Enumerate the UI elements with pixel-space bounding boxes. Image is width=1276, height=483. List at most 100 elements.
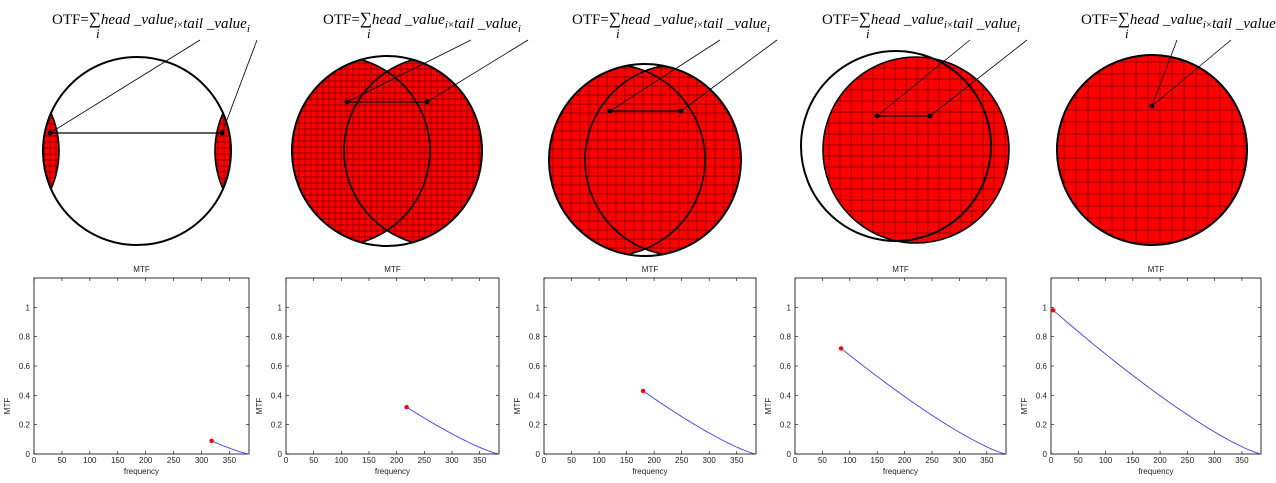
y-tick-label: 0.4	[780, 391, 792, 400]
x-axis-label: frequency	[124, 467, 159, 476]
y-axis-label: MTF	[255, 398, 264, 415]
overlap-outline	[822, 56, 1010, 244]
x-axis-label: frequency	[883, 467, 918, 476]
x-tick-label: 150	[111, 456, 125, 465]
y-tick-label: 0.8	[1036, 333, 1048, 342]
x-tick-label: 300	[1208, 456, 1222, 465]
x-tick-label: 200	[139, 456, 153, 465]
mtf-chart-3: MTF 0 50 100 150 200 250 300 350 0 0.2 0.4 0.6 0.8 1 fr…	[513, 265, 757, 476]
otf-formula: OTF=∑head _valuei×tail _valuei	[52, 9, 250, 35]
x-tick-label: 300	[953, 456, 967, 465]
x-tick-label: 150	[620, 456, 634, 465]
leader-line	[221, 39, 258, 134]
x-tick-label: 350	[730, 456, 744, 465]
x-tick-label: 150	[362, 456, 376, 465]
leader-line	[49, 39, 201, 134]
sum-index: i	[616, 26, 620, 41]
x-axis-label: frequency	[375, 467, 410, 476]
pupil-circle	[291, 55, 483, 247]
pupil-circle	[42, 56, 232, 246]
overlap-region	[548, 65, 742, 255]
y-tick-label: 0.2	[780, 421, 792, 430]
sum-index: i	[367, 26, 371, 41]
y-tick-label: 0.6	[19, 362, 31, 371]
x-tick-label: 50	[309, 456, 318, 465]
y-tick-label: 0	[278, 450, 283, 459]
mtf-marker	[209, 438, 214, 443]
y-tick-label: 1	[1043, 303, 1048, 312]
x-axis-label: frequency	[1138, 467, 1173, 476]
x-tick-label: 0	[793, 456, 798, 465]
y-tick-label: 1	[278, 303, 283, 312]
mtf-curve	[840, 348, 1007, 455]
leader-line	[346, 39, 472, 103]
y-tick-label: 0.4	[19, 391, 31, 400]
y-tick-label: 1	[26, 303, 31, 312]
x-tick-label: 200	[1153, 456, 1167, 465]
x-tick-label: 100	[335, 456, 349, 465]
sum-index: i	[1125, 26, 1129, 41]
y-tick-label: 1	[536, 303, 541, 312]
otf-formula: OTF=∑head _valuei×tail _valuei	[323, 9, 521, 35]
y-tick-label: 0.4	[1036, 391, 1048, 400]
x-tick-label: 300	[195, 456, 209, 465]
x-tick-label: 150	[1126, 456, 1140, 465]
y-tick-label: 0.6	[780, 362, 792, 371]
x-tick-label: 100	[83, 456, 97, 465]
x-tick-label: 350	[980, 456, 994, 465]
otf-formula: OTF=∑head _valuei×tail _valuei	[822, 9, 1020, 35]
x-tick-label: 100	[1099, 456, 1113, 465]
overlap-region	[823, 57, 1009, 243]
x-tick-label: 0	[1049, 456, 1054, 465]
x-tick-label: 250	[675, 456, 689, 465]
x-tick-label: 100	[592, 456, 606, 465]
y-tick-label: 0.8	[529, 333, 541, 342]
x-tick-label: 200	[390, 456, 404, 465]
y-tick-label: 0.8	[780, 333, 792, 342]
x-tick-label: 200	[647, 456, 661, 465]
x-tick-label: 350	[1235, 456, 1249, 465]
x-tick-label: 200	[898, 456, 912, 465]
x-tick-label: 0	[542, 456, 547, 465]
pupil-circle	[548, 63, 742, 257]
y-tick-label: 0.4	[529, 391, 541, 400]
y-tick-label: 0.6	[1036, 362, 1048, 371]
leader-line	[1151, 39, 1232, 107]
mtf-curve	[406, 406, 500, 455]
mtf-marker	[838, 346, 844, 351]
sum-index: i	[866, 26, 870, 41]
pupil-circle	[1056, 54, 1248, 246]
x-tick-label: 0	[32, 456, 37, 465]
x-tick-label: 0	[284, 456, 289, 465]
x-axis-label: frequency	[632, 467, 667, 476]
x-tick-label: 300	[445, 456, 459, 465]
chart-title: MTF	[384, 265, 401, 274]
x-tick-label: 50	[567, 456, 576, 465]
plot-frame	[285, 277, 500, 455]
mtf-marker	[640, 388, 646, 394]
sampling-grid	[823, 57, 1009, 243]
mtf-marker	[1050, 308, 1056, 313]
overlap-outline	[42, 111, 232, 191]
chart-title: MTF	[892, 265, 909, 274]
y-tick-label: 0.6	[529, 362, 541, 371]
x-tick-label: 350	[473, 456, 487, 465]
y-axis-label: MTF	[764, 398, 773, 415]
mtf-curve	[1052, 309, 1262, 455]
mtf-marker	[404, 404, 409, 410]
y-tick-label: 1	[787, 303, 792, 312]
y-axis-label: MTF	[513, 398, 522, 415]
y-tick-label: 0.8	[271, 333, 283, 342]
y-tick-label: 0	[787, 450, 792, 459]
y-tick-label: 0.6	[271, 362, 283, 371]
mtf-curve	[642, 390, 757, 455]
plot-frame	[794, 277, 1007, 455]
y-tick-label: 0	[1043, 450, 1048, 459]
mtf-curve	[211, 440, 250, 455]
y-tick-label: 0	[26, 450, 31, 459]
y-axis-label: MTF	[3, 398, 12, 415]
